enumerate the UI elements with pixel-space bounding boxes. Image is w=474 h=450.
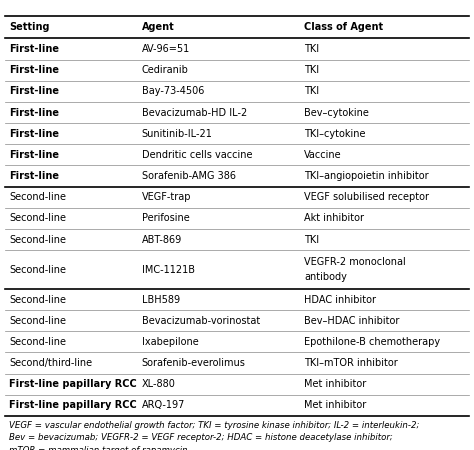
Text: Akt inhibitor: Akt inhibitor [304,213,365,223]
Text: VEGF solubilised receptor: VEGF solubilised receptor [304,192,429,202]
Text: TKI–mTOR inhibitor: TKI–mTOR inhibitor [304,358,398,368]
Text: Bev–HDAC inhibitor: Bev–HDAC inhibitor [304,316,400,326]
Text: VEGFR-2 monoclonal: VEGFR-2 monoclonal [304,257,406,267]
Text: Second/third-line: Second/third-line [9,358,92,368]
Text: XL-880: XL-880 [142,379,176,389]
Text: Epothilone-B chemotherapy: Epothilone-B chemotherapy [304,337,440,347]
Text: TKI: TKI [304,86,319,96]
Text: First-line: First-line [9,129,59,139]
Text: First-line papillary RCC: First-line papillary RCC [9,379,137,389]
Text: IMC-1121B: IMC-1121B [142,265,195,274]
Text: Ixabepilone: Ixabepilone [142,337,199,347]
Text: Vaccine: Vaccine [304,150,342,160]
Text: Second-line: Second-line [9,295,66,305]
Text: Perifosine: Perifosine [142,213,190,223]
Text: Sorafenib-AMG 386: Sorafenib-AMG 386 [142,171,236,181]
Text: Bev–cytokine: Bev–cytokine [304,108,369,117]
Text: Sorafenib-everolimus: Sorafenib-everolimus [142,358,246,368]
Text: Dendritic cells vaccine: Dendritic cells vaccine [142,150,252,160]
Text: Met inhibitor: Met inhibitor [304,379,366,389]
Text: VEGF = vascular endothelial growth factor; TKI = tyrosine kinase inhibitor; IL-2: VEGF = vascular endothelial growth facto… [9,421,420,450]
Text: Cediranib: Cediranib [142,65,189,75]
Text: Sunitinib-IL-21: Sunitinib-IL-21 [142,129,213,139]
Text: Agent: Agent [142,22,174,32]
Text: ABT-869: ABT-869 [142,234,182,244]
Text: First-line: First-line [9,171,59,181]
Text: First-line: First-line [9,44,59,54]
Text: First-line: First-line [9,86,59,96]
Text: AV-96=51: AV-96=51 [142,44,190,54]
Text: First-line: First-line [9,108,59,117]
Text: ARQ-197: ARQ-197 [142,400,185,410]
Text: VEGF-trap: VEGF-trap [142,192,191,202]
Text: antibody: antibody [304,271,347,282]
Text: TKI–cytokine: TKI–cytokine [304,129,366,139]
Text: Second-line: Second-line [9,265,66,274]
Text: Second-line: Second-line [9,234,66,244]
Text: Bevacizumab-vorinostat: Bevacizumab-vorinostat [142,316,260,326]
Text: First-line: First-line [9,65,59,75]
Text: First-line papillary RCC: First-line papillary RCC [9,400,137,410]
Text: Setting: Setting [9,22,50,32]
Text: Second-line: Second-line [9,192,66,202]
Text: TKI: TKI [304,44,319,54]
Text: Second-line: Second-line [9,213,66,223]
Text: First-line: First-line [9,150,59,160]
Text: Met inhibitor: Met inhibitor [304,400,366,410]
Text: TKI: TKI [304,234,319,244]
Text: HDAC inhibitor: HDAC inhibitor [304,295,376,305]
Text: LBH589: LBH589 [142,295,180,305]
Text: Bay-73-4506: Bay-73-4506 [142,86,204,96]
Text: Second-line: Second-line [9,316,66,326]
Text: Class of Agent: Class of Agent [304,22,383,32]
Text: TKI: TKI [304,65,319,75]
Text: Second-line: Second-line [9,337,66,347]
Text: Bevacizumab-HD IL-2: Bevacizumab-HD IL-2 [142,108,247,117]
Text: TKI–angiopoietin inhibitor: TKI–angiopoietin inhibitor [304,171,429,181]
